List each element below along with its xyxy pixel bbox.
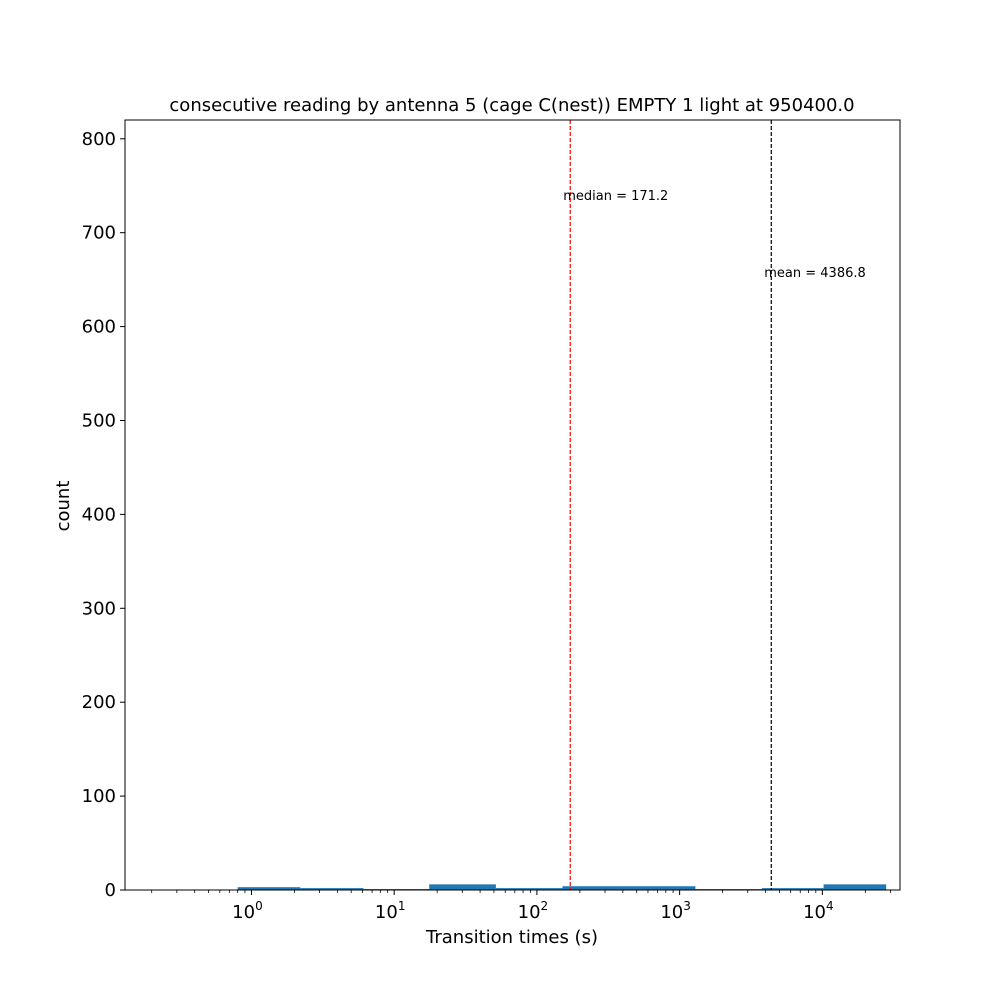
- histogram-bar: [629, 886, 696, 890]
- x-tick-label: 101: [375, 899, 406, 923]
- y-tick-label: 200: [82, 692, 116, 713]
- y-axis-label: count: [53, 481, 74, 532]
- histogram-bar: [300, 888, 364, 890]
- histogram-bar: [823, 884, 887, 890]
- x-tick-label: 104: [803, 899, 834, 923]
- plot-frame: [124, 119, 901, 891]
- x-tick-label: 102: [518, 899, 549, 923]
- y-tick-label: 400: [82, 504, 116, 525]
- y-tick-label: 100: [82, 786, 116, 807]
- histogram-bar: [495, 888, 563, 890]
- y-tick-label: 600: [82, 317, 116, 338]
- histogram-bar: [562, 886, 630, 890]
- chart-title: consecutive reading by antenna 5 (cage C…: [169, 95, 854, 116]
- reference-line-label: mean = 4386.8: [764, 266, 866, 281]
- x-tick-label: 100: [232, 899, 263, 923]
- bars-group: [237, 884, 887, 890]
- x-axis-minor-ticks: [151, 890, 891, 893]
- y-tick-label: 500: [82, 410, 116, 431]
- y-tick-label: 700: [82, 223, 116, 244]
- x-axis-label: Transition times (s): [425, 927, 598, 948]
- histogram-bar: [761, 888, 824, 890]
- histogram-bar: [237, 887, 301, 890]
- y-tick-label: 300: [82, 598, 116, 619]
- y-axis-ticks: 0 100 200 300 400 500 600 700 800: [82, 129, 125, 901]
- reference-lines: median = 171.2 mean = 4386.8: [563, 120, 866, 890]
- y-tick-label: 800: [82, 129, 116, 150]
- x-axis-ticks: 100 101 102 103 104: [232, 890, 834, 923]
- y-tick-label: 0: [105, 880, 116, 901]
- histogram-bar: [429, 884, 496, 890]
- x-tick-label: 103: [660, 899, 691, 923]
- reference-line-label: median = 171.2: [563, 189, 668, 204]
